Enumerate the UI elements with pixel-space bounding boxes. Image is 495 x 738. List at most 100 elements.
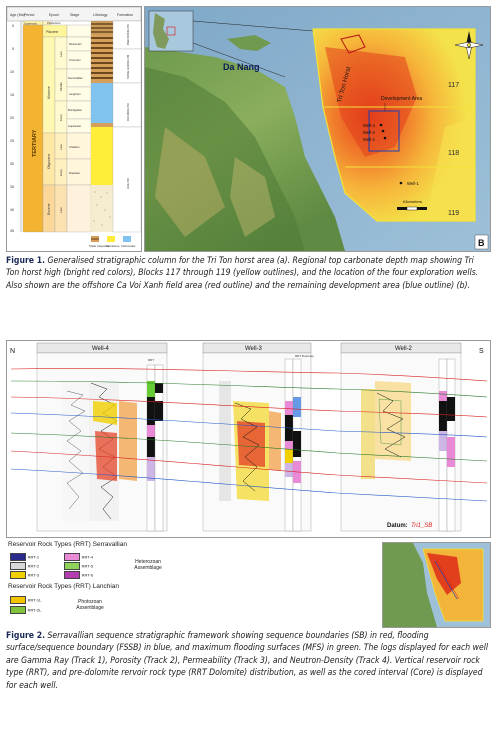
photozoan-label: Photozoan Assemblage	[76, 599, 104, 611]
legend-item: RRT-6	[64, 571, 93, 579]
figure-1-caption-text: Generalised stratigraphic column for the…	[6, 256, 479, 291]
south-label: S	[479, 348, 484, 355]
header-epoch: Epoch	[49, 13, 59, 17]
legend-carbonates: Carbonates	[121, 244, 136, 248]
epoch-middle: Middle	[59, 82, 63, 91]
well-3-panel: Well-3 RRT Dolomite	[202, 342, 314, 532]
eocene-label: Eocene	[47, 203, 51, 215]
wells: Well-4 Well-3 Well-2 Well-1	[363, 123, 419, 186]
epoch-early-2: Early	[59, 169, 63, 176]
quaternary-label: Quaternary	[24, 22, 38, 26]
stage-label: Messinian	[69, 42, 82, 46]
north-label: N	[10, 348, 15, 355]
block-label: 119	[448, 210, 459, 217]
inset-map-graphic	[383, 543, 490, 627]
holocene-label: Pleistocene	[47, 21, 61, 25]
epoch-late: Late	[59, 51, 63, 57]
stage-label: Aquitanian	[68, 124, 82, 128]
stage-label: Tortonian	[69, 58, 81, 62]
stage-labels: Messinian Tortonian Serravallian Langhia…	[66, 24, 92, 233]
epoch-late-3: Late	[59, 207, 63, 213]
track-head: RRT	[148, 358, 154, 362]
figure-1a-stratigraphic-column: Age (Ma) Period Epoch Stage Lithology Fo…	[6, 6, 142, 252]
figure-2-well-correlation: N S Well-4 RRT	[6, 340, 491, 538]
header-age: Age (Ma)	[10, 13, 25, 17]
scale-bar: Kilometers	[397, 199, 427, 211]
age-tick: 40	[10, 208, 14, 212]
well-4-panel: Well-4 RRT	[36, 342, 168, 532]
formation-label: HUE FM	[126, 178, 130, 189]
age-tick: 15	[10, 93, 14, 97]
dev-area-label: Development Area	[381, 96, 422, 102]
stage-label: Chattian	[69, 145, 80, 149]
oligocene-label: Oligocene	[47, 154, 51, 169]
well-label: Well-3	[363, 130, 375, 135]
block-label: 118	[448, 150, 459, 157]
well-2-panel: Well-2	[340, 342, 462, 532]
header-stage: Stage	[70, 13, 79, 17]
heterozoan-label: Heterozoan Assemblage	[134, 559, 162, 571]
lithology-column	[91, 21, 113, 232]
tertiary-label: TERTIARY	[32, 129, 38, 157]
figure-1-label: Figure 1.	[6, 256, 46, 266]
legend-item: RRT-5	[64, 562, 93, 570]
legend-title-serravallian: Reservoir Rock Types (RRT) Serravallian	[8, 541, 127, 548]
legend-item: RRT-2L	[10, 606, 41, 614]
formation-column: BIEN DONG FM SONG HUONG FM DA NANG FM HU…	[112, 20, 142, 233]
figure-2-caption: Figure 2. Serravallian sequence stratigr…	[6, 630, 489, 692]
legend-item: RRT-1L	[10, 596, 41, 604]
age-tick: 20	[10, 116, 14, 120]
legend-item: RRT-3	[10, 571, 39, 579]
age-tick: 30	[10, 162, 14, 166]
legend-item: RRT-4	[64, 553, 93, 561]
stage-label: Burdigalian	[68, 108, 82, 112]
block-label: 117	[448, 82, 459, 89]
surfaces	[10, 368, 488, 502]
figure-1-caption: Figure 1. Generalised stratigraphic colu…	[6, 255, 489, 292]
track-head: RRT Dolomite	[295, 354, 314, 358]
header-lithology: Lithology	[93, 13, 108, 17]
depth-map-graphic: Da Nang 117 118 119 Development Area Tri…	[145, 7, 490, 251]
legend-sandstone: Sandstone	[106, 244, 120, 248]
legend-item: RRT-1	[10, 553, 39, 561]
north-arrow-icon	[454, 31, 484, 60]
well-label: Well-2	[363, 137, 375, 142]
header-period: Period	[24, 13, 34, 17]
age-tick: 35	[10, 185, 14, 189]
figure-1b-depth-map: Da Nang 117 118 119 Development Area Tri…	[144, 6, 491, 252]
figure-2-inset-map	[382, 542, 491, 628]
figure-2-caption-text: Serravallian sequence stratigraphic fram…	[6, 631, 489, 691]
stage-label: Serravallian	[68, 76, 83, 80]
pliocene-label: Pliocene	[46, 30, 58, 34]
rrt-legend: Reservoir Rock Types (RRT) Serravallian …	[8, 541, 368, 625]
strat-column-graphic: Age (Ma) Period Epoch Stage Lithology Fo…	[6, 6, 142, 248]
datum-label: Datum:	[387, 523, 408, 529]
epoch-late-2: Late	[59, 144, 63, 150]
legend-shale: Shale Claystone	[89, 244, 110, 248]
lithology-legend: Shale Claystone Sandstone Carbonates	[89, 236, 136, 248]
figure-2-label: Figure 2.	[6, 631, 46, 641]
well-label: Well-4	[363, 123, 375, 128]
well-name: Well-2	[395, 346, 413, 352]
age-tick: 5	[12, 47, 14, 51]
age-tick: 0	[12, 24, 14, 28]
formation-label: BIEN DONG FM	[126, 24, 130, 45]
age-ticks: 0 5 10 15 20 25 30 35 40 45	[10, 24, 14, 233]
stage-label: Langhian	[69, 92, 81, 96]
panel-letter: B	[478, 238, 485, 248]
datum-value: Tri1_SB	[411, 523, 432, 529]
well-label: Well-1	[407, 181, 419, 186]
formation-label: DA NANG FM	[126, 103, 130, 121]
stage-label: Rupelian	[69, 171, 80, 175]
miocene-label: Miocene	[47, 86, 51, 99]
header-formation: Formation	[117, 13, 133, 17]
age-tick: 45	[10, 229, 14, 233]
epoch-early: Early	[59, 114, 63, 121]
city-label-da-nang: Da Nang	[223, 62, 260, 72]
well-name: Well-3	[245, 346, 263, 352]
legend-title-langhian: Reservoir Rock Types (RRT) Lanchian	[8, 583, 120, 590]
scale-label: Kilometers	[403, 199, 422, 204]
well-name: Well-4	[92, 346, 110, 352]
age-tick: 10	[10, 70, 14, 74]
legend-item: RRT-2	[10, 562, 39, 570]
